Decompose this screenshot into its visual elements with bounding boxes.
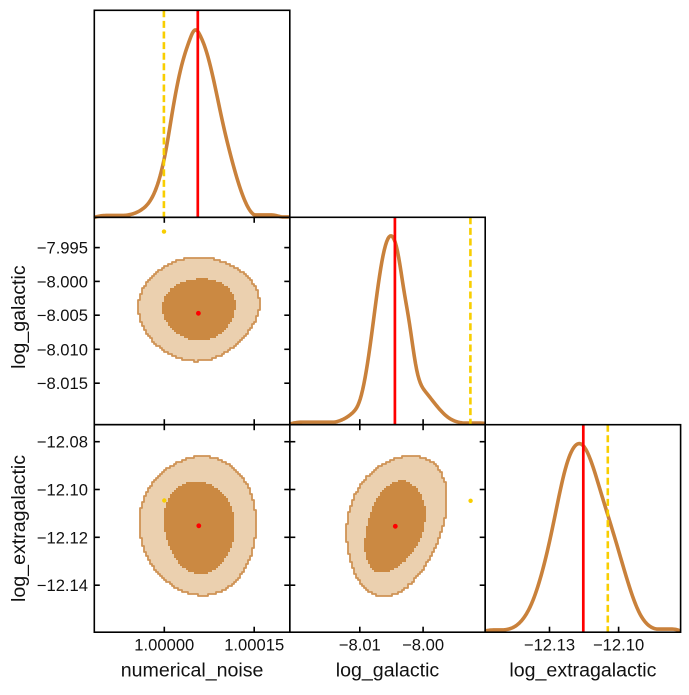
svg-text:−12.08: −12.08 [37,433,88,452]
svg-text:1.00015: 1.00015 [224,635,284,654]
svg-text:log_galactic: log_galactic [336,660,440,682]
svg-text:−8.00: −8.00 [402,635,444,654]
svg-text:−8.010: −8.010 [37,340,88,359]
svg-text:numerical_noise: numerical_noise [121,660,264,682]
svg-text:log_galactic: log_galactic [8,265,30,369]
svg-text:−12.12: −12.12 [37,528,88,547]
svg-text:−12.10: −12.10 [593,635,644,654]
svg-text:−12.13: −12.13 [524,635,575,654]
svg-text:−8.005: −8.005 [37,306,88,325]
svg-text:−8.015: −8.015 [37,374,88,393]
svg-text:log_extragalactic: log_extragalactic [509,660,656,682]
svg-text:−8.000: −8.000 [37,272,88,291]
svg-text:−12.14: −12.14 [37,576,88,595]
svg-text:−7.995: −7.995 [37,239,88,258]
svg-text:−12.10: −12.10 [37,481,88,500]
svg-text:1.00000: 1.00000 [134,635,194,654]
svg-text:−8.01: −8.01 [339,635,381,654]
svg-text:log_extragalactic: log_extragalactic [8,455,30,602]
